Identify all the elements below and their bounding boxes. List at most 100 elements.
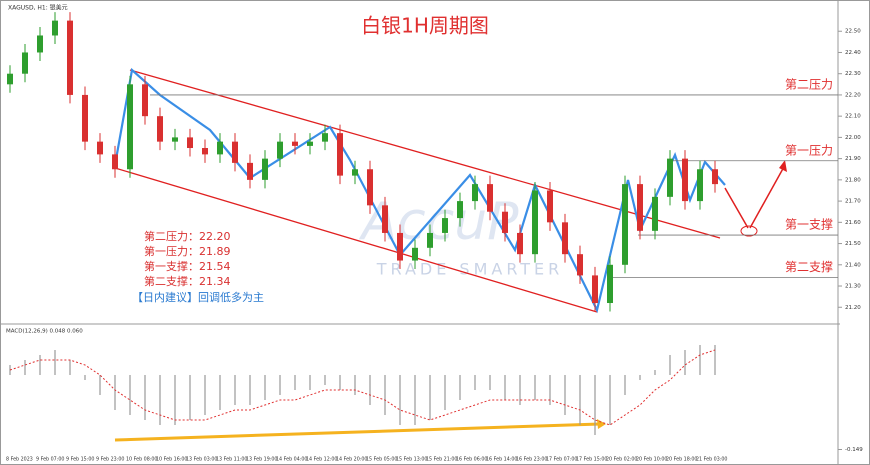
- y-tick-label: 21.30: [845, 284, 861, 290]
- candle-body: [292, 141, 298, 146]
- y-tick-label: 21.50: [845, 241, 861, 247]
- y-tick-label: -0.149: [845, 447, 863, 453]
- candle-body: [397, 232, 403, 261]
- arrow-head: [597, 419, 606, 429]
- macd-bar: [519, 375, 521, 405]
- x-tick-label: 16 Feb 14:00: [486, 457, 517, 463]
- macd-bar: [69, 360, 71, 375]
- macd-bar: [399, 375, 401, 425]
- macd-bar: [699, 345, 701, 375]
- candle-body: [112, 154, 118, 170]
- x-tick-label: 13 Feb 11:00: [216, 457, 247, 463]
- x-tick-label: 13 Feb 03:00: [186, 457, 217, 463]
- macd-bar: [189, 375, 191, 420]
- x-tick-label: 17 Feb 15:00: [576, 457, 607, 463]
- macd-bar: [609, 375, 611, 425]
- x-tick-label: 13 Feb 19:00: [246, 457, 277, 463]
- macd-bar: [264, 375, 266, 400]
- candle-body: [7, 73, 13, 85]
- level-label: 第二压力: [785, 77, 833, 91]
- level-summary: 第二压力：22.20: [144, 229, 231, 243]
- candle-body: [97, 141, 103, 155]
- candle-body: [202, 148, 208, 155]
- candle-body: [382, 205, 388, 233]
- candle-body: [262, 158, 268, 180]
- x-tick-label: 14 Feb 12:00: [306, 457, 337, 463]
- candle-body: [682, 158, 688, 202]
- macd-bar: [579, 375, 581, 425]
- candle-body: [502, 211, 508, 233]
- level-label: 第一支撑: [785, 217, 833, 232]
- candle-body: [712, 169, 718, 185]
- level-summary: 第一支撑：21.54: [144, 259, 231, 273]
- macd-bar: [144, 375, 146, 420]
- macd-bar: [114, 375, 116, 410]
- candle-body: [592, 275, 598, 304]
- macd-bar: [309, 375, 311, 390]
- x-tick-label: 9 Feb 23:00: [96, 457, 124, 463]
- macd-bar: [324, 375, 326, 385]
- x-tick-label: 20 Feb 18:00: [666, 457, 697, 463]
- macd-bar: [39, 355, 41, 375]
- y-tick-label: 22.00: [845, 135, 861, 141]
- candle-body: [547, 190, 553, 223]
- y-tick-label: 22.40: [845, 50, 861, 56]
- x-tick-label: 16 Feb 06:00: [456, 457, 487, 463]
- candle-body: [187, 137, 193, 149]
- candle-body: [637, 184, 643, 231]
- candle-body: [22, 52, 28, 74]
- y-tick-label: 22.50: [845, 29, 861, 35]
- level-label: 第二支撑: [785, 259, 833, 274]
- macd-bar: [279, 375, 281, 395]
- wave-path: [113, 67, 726, 314]
- candle-body: [172, 137, 178, 142]
- x-tick-label: 10 Feb 16:00: [156, 457, 187, 463]
- advice: 【日内建议】回调低多为主: [132, 290, 264, 304]
- macd-bar: [354, 375, 356, 395]
- x-tick-label: 8 Feb 2023: [6, 457, 33, 463]
- y-tick-label: 22.30: [845, 71, 861, 77]
- candle-body: [577, 254, 583, 276]
- y-tick-label: 21.40: [845, 262, 861, 268]
- macd-bar: [489, 375, 491, 390]
- target-circle: [740, 225, 758, 237]
- candle-body: [277, 141, 283, 159]
- candle-body: [307, 141, 313, 146]
- candle-body: [37, 35, 43, 53]
- y-tick-label: 21.70: [845, 199, 861, 205]
- y-tick-label: 21.80: [845, 177, 861, 183]
- candle-body: [562, 222, 568, 255]
- divergence-arrow: [114, 422, 601, 442]
- x-tick-label: 21 Feb 03:00: [696, 457, 727, 463]
- macd-bar: [384, 375, 386, 415]
- candle-body: [517, 232, 523, 255]
- macd-bar: [99, 375, 101, 395]
- macd-bar: [339, 375, 341, 390]
- signal-line: [9, 349, 716, 426]
- macd-bar: [249, 375, 251, 405]
- x-tick-label: 9 Feb 07:00: [36, 457, 64, 463]
- chart-title: 白银1H周期图: [361, 14, 489, 38]
- y-tick-label: 22.20: [845, 92, 861, 98]
- candle-body: [472, 184, 478, 202]
- macd-bar: [204, 375, 206, 415]
- macd-bar: [564, 375, 566, 415]
- candle-body: [487, 184, 493, 212]
- macd-bar: [624, 375, 626, 395]
- y-tick-label: 22.10: [845, 114, 861, 120]
- macd-bar: [534, 375, 536, 400]
- candle-body: [442, 218, 448, 233]
- candle-body: [697, 169, 703, 202]
- x-tick-label: 15 Feb 05:00: [366, 457, 397, 463]
- macd-bar: [294, 375, 296, 390]
- x-tick-label: 20 Feb 10:00: [636, 457, 667, 463]
- candle-body: [412, 247, 418, 261]
- candle-body: [217, 141, 223, 155]
- candle-body: [367, 169, 373, 206]
- macd-bar: [504, 375, 506, 400]
- macd-bar: [714, 345, 716, 375]
- x-tick-label: 14 Feb 20:00: [336, 457, 367, 463]
- arrow-head: [779, 160, 787, 172]
- candle-body: [247, 162, 253, 180]
